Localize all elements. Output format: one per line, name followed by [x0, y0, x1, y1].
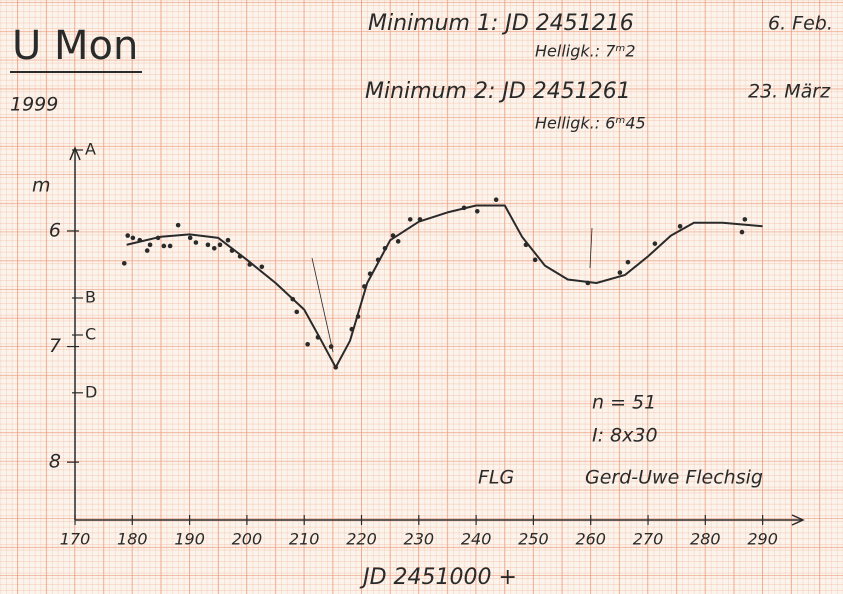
data-point	[145, 248, 150, 253]
data-point	[194, 240, 199, 245]
annotation: Minimum 1: JD 2451216	[368, 11, 634, 36]
data-point	[226, 238, 231, 243]
data-point	[218, 243, 223, 248]
chart: U Mon 1999 Minimum 1: JD 2451216 6. Feb.…	[0, 0, 843, 594]
data-point	[206, 243, 211, 248]
comparison-star-label: C	[85, 325, 96, 344]
data-point	[743, 217, 748, 222]
data-point	[168, 244, 173, 249]
x-tick-label: 250	[518, 530, 549, 549]
data-point	[626, 260, 631, 265]
x-tick-label: 260	[575, 530, 606, 549]
y-tick-label: 8	[49, 451, 61, 473]
annotation: Minimum 2: JD 2451261	[365, 79, 631, 104]
x-tick-label: 190	[174, 530, 205, 549]
data-point	[740, 230, 745, 235]
annotation: Gerd-Uwe Flechsig	[585, 467, 763, 489]
data-point	[494, 197, 499, 202]
annotation: Helligk.: 6ᵐ45	[535, 114, 646, 133]
data-point	[396, 239, 401, 244]
data-point	[294, 310, 299, 315]
data-point	[349, 327, 354, 332]
data-point	[391, 233, 396, 238]
data-point	[356, 314, 361, 319]
data-point	[586, 281, 591, 286]
data-point	[524, 243, 529, 248]
x-tick-label: 290	[747, 530, 778, 549]
data-point	[376, 258, 381, 263]
data-point	[305, 342, 310, 347]
x-tick-label: 230	[404, 530, 435, 549]
data-point	[212, 246, 217, 251]
y-axis-label: m	[32, 175, 51, 197]
data-point	[137, 238, 142, 243]
data-point	[122, 261, 127, 266]
y-tick-label: 7	[49, 335, 61, 357]
data-point	[176, 223, 181, 228]
data-point	[238, 254, 243, 259]
data-point	[333, 365, 338, 370]
data-point	[329, 344, 334, 349]
x-tick-label: 220	[346, 530, 377, 549]
data-point	[247, 262, 252, 267]
data-point	[653, 241, 658, 246]
data-point	[316, 335, 321, 340]
data-point	[678, 224, 683, 229]
comparison-star-label: A	[85, 140, 96, 159]
data-point	[362, 284, 367, 289]
chart-title: U Mon	[12, 23, 138, 69]
annotation: 23. März	[748, 81, 831, 103]
data-point	[368, 271, 373, 276]
data-point	[462, 206, 467, 211]
data-point	[475, 209, 480, 214]
annotation: FLG	[478, 467, 514, 489]
x-tick-label: 170	[60, 530, 91, 549]
x-tick-label: 200	[232, 530, 263, 549]
data-point	[125, 233, 130, 238]
data-point	[162, 244, 167, 249]
x-tick-label: 270	[633, 530, 664, 549]
data-point	[418, 217, 423, 222]
data-point	[383, 246, 388, 251]
data-point	[290, 297, 295, 302]
data-point	[188, 236, 193, 241]
x-tick-label: 240	[461, 530, 492, 549]
comparison-star-label: B	[85, 288, 96, 307]
annotation: Helligk.: 7ᵐ2	[535, 42, 636, 61]
data-point	[618, 270, 623, 275]
data-point	[533, 258, 538, 263]
annotation: 6. Feb.	[768, 13, 833, 35]
annotation: n = 51	[592, 392, 656, 414]
x-axis-label: JD 2451000 +	[359, 565, 517, 590]
x-tick-label: 280	[690, 530, 721, 549]
data-point	[408, 217, 413, 222]
data-point	[156, 236, 161, 241]
data-point	[131, 236, 136, 241]
comparison-star-label: D	[85, 382, 97, 401]
data-point	[148, 243, 153, 248]
data-point	[230, 248, 235, 253]
y-tick-label: 6	[49, 219, 61, 241]
chart-subtitle: 1999	[10, 94, 58, 116]
data-point	[260, 264, 265, 269]
x-tick-label: 180	[117, 530, 148, 549]
annotation: I: 8x30	[592, 425, 658, 447]
x-tick-label: 210	[289, 530, 320, 549]
